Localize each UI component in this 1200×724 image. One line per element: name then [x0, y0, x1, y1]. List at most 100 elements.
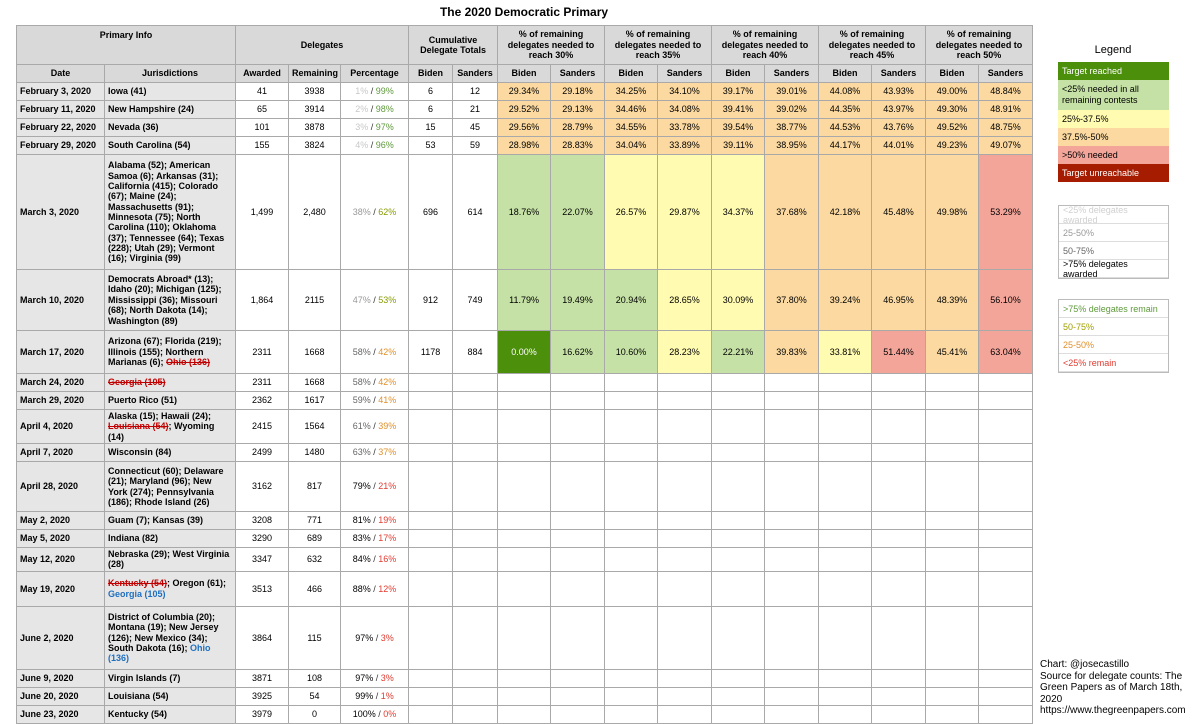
date-cell: March 24, 2020 — [16, 373, 105, 392]
needed-50-sanders-cell: 56.10% — [978, 269, 1034, 331]
percentage-cell: 97% / 3% — [340, 605, 410, 670]
needed-35-sanders-cell: 34.08% — [657, 100, 713, 119]
awarded-cell: 3208 — [235, 511, 290, 531]
needed-50-sanders-cell — [978, 408, 1034, 445]
needed-45-biden-cell: 33.81% — [818, 330, 873, 374]
awarded-pct: 84% — [352, 554, 371, 565]
biden-total-cell — [408, 686, 454, 706]
needed-35-biden-cell — [604, 461, 659, 513]
remaining-cell: 54 — [288, 686, 342, 706]
needed-40-sanders-cell — [764, 529, 820, 549]
jurisdictions-cell: Georgia (105) — [103, 373, 237, 392]
sanders-total-cell: 12 — [452, 82, 499, 101]
needed-35-biden-cell — [604, 704, 659, 724]
needed-30-sanders-cell — [550, 529, 606, 549]
legend-awarded-item: 25-50% — [1059, 224, 1168, 242]
sanders-total-cell — [452, 443, 499, 463]
legend-needed-item: Target unreachable — [1058, 164, 1169, 182]
awarded-cell: 101 — [235, 118, 290, 137]
needed-40-sanders-cell: 39.01% — [764, 82, 820, 101]
sanders-total-cell — [452, 570, 499, 607]
needed-40-sanders-cell — [764, 408, 820, 445]
jurisdictions-cell: Puerto Rico (51) — [103, 391, 237, 410]
needed-45-biden-cell: 42.18% — [818, 154, 873, 270]
header-needed-50: % of remaining delegates needed to reach… — [925, 25, 1034, 65]
needed-40-biden-cell — [711, 668, 766, 688]
legend-needed-item: >50% needed — [1058, 146, 1169, 164]
date-cell: March 29, 2020 — [16, 391, 105, 410]
header-primary-info: Primary Info — [15, 25, 237, 65]
table-row: May 19, 2020 Kentucky (54); Oregon (61); … — [16, 570, 1034, 607]
needed-50-biden-cell — [925, 668, 980, 688]
needed-40-biden-cell — [711, 373, 766, 392]
biden-total-cell: 53 — [408, 136, 454, 155]
date-cell: May 19, 2020 — [16, 570, 105, 607]
sanders-total-cell: 59 — [452, 136, 499, 155]
needed-45-sanders-cell — [871, 686, 927, 706]
needed-50-biden-cell: 49.30% — [925, 100, 980, 119]
awarded-pct: 2% — [355, 104, 369, 115]
needed-35-biden-cell — [604, 373, 659, 392]
awarded-pct: 63% — [352, 447, 371, 458]
needed-40-biden-cell: 39.54% — [711, 118, 766, 137]
sanders-total-cell — [452, 511, 499, 531]
biden-total-cell — [408, 704, 454, 724]
needed-50-sanders-cell: 48.84% — [978, 82, 1034, 101]
needed-35-biden-cell — [604, 511, 659, 531]
remaining-cell: 1668 — [288, 373, 342, 392]
awarded-pct: 81% — [352, 515, 371, 526]
needed-30-sanders-cell: 29.13% — [550, 100, 606, 119]
biden-total-cell — [408, 511, 454, 531]
needed-50-sanders-cell — [978, 511, 1034, 531]
date-cell: March 10, 2020 — [16, 269, 105, 331]
percentage-cell: 61% / 39% — [340, 408, 410, 445]
needed-30-sanders-cell — [550, 461, 606, 513]
needed-40-sanders-cell: 38.77% — [764, 118, 820, 137]
needed-35-sanders-cell — [657, 686, 713, 706]
needed-40-biden-cell: 22.21% — [711, 330, 766, 374]
header-jurisdictions: Jurisdictions — [103, 64, 237, 83]
needed-45-sanders-cell: 43.76% — [871, 118, 927, 137]
awarded-pct: 4% — [355, 140, 369, 151]
remaining-pct: 19% — [378, 515, 397, 526]
needed-40-biden-cell — [711, 605, 766, 670]
needed-40-biden-cell — [711, 511, 766, 531]
needed-30-sanders-cell: 29.18% — [550, 82, 606, 101]
remaining-pct: 3% — [380, 673, 394, 684]
remaining-cell: 1480 — [288, 443, 342, 463]
jurisdictions-cell: Virgin Islands (7) — [103, 668, 237, 688]
sanders-total-cell — [452, 547, 499, 572]
table-row: March 10, 2020 Democrats Abroad* (13); Id… — [16, 269, 1034, 331]
table-row: March 17, 2020 Arizona (67); Florida (219… — [16, 330, 1034, 374]
needed-50-biden-cell: 49.98% — [925, 154, 980, 270]
remaining-cell: 632 — [288, 547, 342, 572]
sanders-total-cell — [452, 605, 499, 670]
header-sanders-50: Sanders — [978, 64, 1034, 83]
jurisdiction-text: Iowa (41) — [108, 86, 147, 97]
biden-total-cell: 912 — [408, 269, 454, 331]
needed-50-biden-cell — [925, 570, 980, 607]
jurisdictions-cell: Iowa (41) — [103, 82, 237, 101]
needed-45-biden-cell: 44.08% — [818, 82, 873, 101]
pct-separator: / — [370, 554, 379, 565]
legend-remain-item: >75% delegates remain — [1059, 300, 1168, 318]
needed-45-sanders-cell — [871, 547, 927, 572]
remaining-pct: 62% — [378, 206, 397, 217]
awarded-pct: 99% — [355, 691, 374, 702]
needed-30-sanders-cell — [550, 605, 606, 670]
needed-45-sanders-cell: 51.44% — [871, 330, 927, 374]
biden-total-cell — [408, 373, 454, 392]
needed-50-biden-cell — [925, 373, 980, 392]
header-biden: Biden — [408, 64, 454, 83]
percentage-cell: 99% / 1% — [340, 686, 410, 706]
table-row: March 29, 2020 Puerto Rico (51) 2362 1617 59… — [16, 391, 1034, 410]
header-date: Date — [16, 64, 105, 83]
remaining-cell: 3824 — [288, 136, 342, 155]
awarded-cell: 3513 — [235, 570, 290, 607]
remaining-pct: 42% — [378, 346, 397, 357]
date-cell: May 12, 2020 — [16, 547, 105, 572]
needed-40-sanders-cell: 37.68% — [764, 154, 820, 270]
awarded-cell: 2415 — [235, 408, 290, 445]
biden-total-cell: 15 — [408, 118, 454, 137]
biden-total-cell: 696 — [408, 154, 454, 270]
